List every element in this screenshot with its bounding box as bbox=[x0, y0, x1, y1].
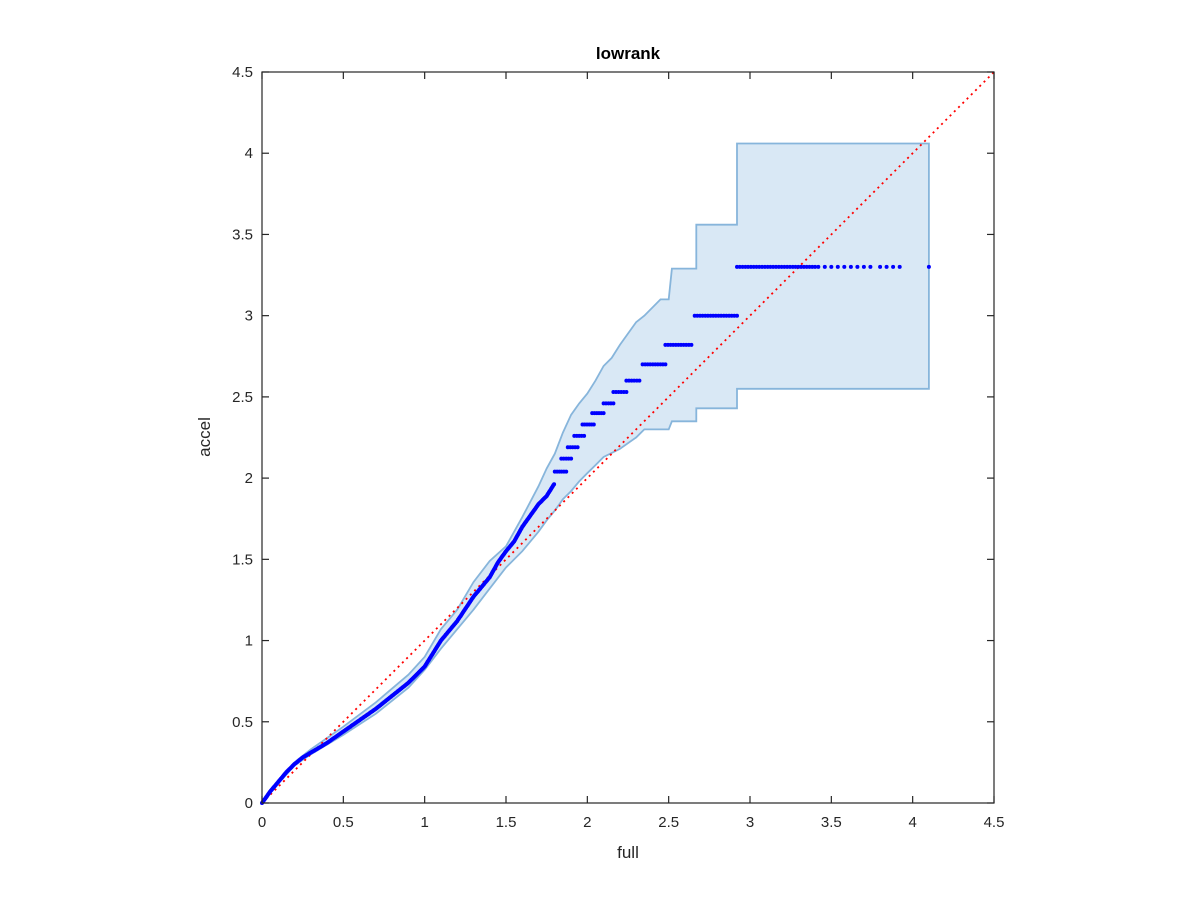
data-point bbox=[793, 264, 798, 269]
data-point bbox=[785, 264, 790, 269]
data-point bbox=[774, 264, 778, 269]
data-point bbox=[746, 264, 751, 269]
data-point bbox=[569, 456, 574, 461]
data-point bbox=[735, 313, 739, 318]
y-tick-labels: 0 0.5 1 1.5 2 2.5 3 3.5 4 4.5 bbox=[232, 64, 253, 812]
x-axis-label: full bbox=[617, 843, 639, 862]
data-point bbox=[776, 264, 781, 269]
y-tick-label: 0 bbox=[245, 795, 253, 812]
data-point bbox=[575, 445, 580, 450]
data-point bbox=[754, 264, 759, 269]
data-point bbox=[804, 264, 809, 269]
band-area bbox=[261, 142, 930, 804]
data-point bbox=[762, 264, 767, 269]
data-point bbox=[829, 264, 834, 269]
reference-line bbox=[261, 71, 995, 804]
y-tick-label: 3.5 bbox=[232, 226, 253, 243]
data-point bbox=[768, 264, 773, 269]
x-tick-label: 3.5 bbox=[821, 814, 842, 831]
data-point bbox=[751, 264, 756, 269]
data-point bbox=[582, 433, 587, 438]
data-point bbox=[757, 264, 762, 269]
data-point bbox=[842, 264, 847, 269]
data-point bbox=[868, 264, 873, 269]
data-point bbox=[737, 264, 742, 269]
data-point bbox=[564, 469, 569, 474]
data-point bbox=[848, 264, 853, 269]
data-point bbox=[788, 264, 792, 269]
y-tick-label: 2.5 bbox=[232, 389, 253, 406]
data-point bbox=[835, 264, 840, 269]
x-tick-label: 1.5 bbox=[496, 814, 517, 831]
data-point bbox=[601, 411, 606, 416]
data-point bbox=[796, 264, 801, 269]
data-point bbox=[884, 264, 889, 269]
data-point bbox=[926, 264, 931, 269]
data-point bbox=[816, 264, 821, 269]
data-point bbox=[801, 264, 806, 269]
data-point bbox=[861, 264, 866, 269]
y-axis-label: accel bbox=[195, 417, 214, 457]
x-tick-label: 0.5 bbox=[333, 814, 354, 831]
chart-title: lowrank bbox=[596, 44, 661, 63]
data-point bbox=[807, 264, 812, 269]
confidence-band bbox=[261, 142, 930, 804]
data-point bbox=[740, 264, 745, 269]
y-tick-label: 1 bbox=[245, 633, 253, 650]
data-point bbox=[552, 482, 557, 487]
data-point bbox=[878, 264, 883, 269]
data-point bbox=[810, 264, 815, 269]
data-point bbox=[611, 401, 616, 406]
data-point bbox=[813, 264, 818, 269]
x-tick-label: 0 bbox=[258, 814, 266, 831]
y-tick-label: 0.5 bbox=[232, 714, 253, 731]
data-points bbox=[260, 264, 931, 805]
data-point bbox=[782, 264, 787, 269]
y-tick-label: 1.5 bbox=[232, 551, 253, 568]
axes bbox=[261, 71, 995, 804]
x-tick-labels: 0 0.5 1 1.5 2 2.5 3 3.5 4 4.5 bbox=[258, 814, 1005, 831]
y-tick-label: 3 bbox=[245, 308, 253, 325]
y-tick-label: 4 bbox=[245, 145, 253, 162]
data-point bbox=[689, 342, 694, 347]
reference-diagonal bbox=[261, 71, 995, 804]
data-point bbox=[624, 390, 629, 394]
data-point bbox=[891, 264, 896, 269]
x-tick-label: 2 bbox=[583, 814, 591, 831]
x-tick-label: 4.5 bbox=[984, 814, 1005, 831]
data-point bbox=[748, 264, 753, 269]
axes-box bbox=[261, 71, 995, 804]
data-point bbox=[591, 422, 596, 427]
data-point bbox=[760, 264, 765, 269]
x-tick-label: 3 bbox=[746, 814, 754, 831]
data-point bbox=[855, 264, 860, 269]
x-tick-label: 1 bbox=[420, 814, 428, 831]
x-tick-label: 2.5 bbox=[658, 814, 679, 831]
data-point bbox=[663, 362, 668, 367]
data-point bbox=[735, 264, 739, 269]
y-tick-label: 4.5 bbox=[232, 64, 253, 81]
data-point bbox=[822, 264, 827, 269]
y-tick-label: 2 bbox=[245, 470, 253, 487]
data-point bbox=[779, 264, 784, 269]
data-point bbox=[799, 264, 804, 269]
data-point bbox=[771, 264, 776, 269]
data-point bbox=[897, 264, 902, 269]
data-point bbox=[637, 378, 642, 383]
x-tick-label: 4 bbox=[908, 814, 916, 831]
